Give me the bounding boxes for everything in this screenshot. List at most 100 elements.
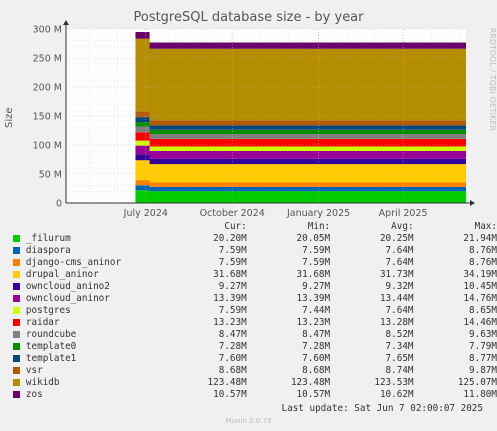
- legend-row: owncloud_aninor 13.39M 13.39M 13.44M 14.76M: [8, 293, 497, 305]
- legend-row: django-cms_aninor 7.59M 7.59M 7.64M 8.76M: [8, 257, 497, 269]
- legend-swatch: [8, 281, 26, 293]
- area-owncloud_anino2: [135, 154, 467, 165]
- legend-cur-value: 8.47M: [218, 329, 247, 340]
- legend-cur-value: 7.59M: [218, 257, 247, 268]
- munin-version: Munin 2.0.73: [225, 417, 272, 425]
- legend-swatch: [8, 353, 26, 365]
- chart-plot: 0 50 M 100 M 150 M 200 M 250 M 300 M July 2024 O…: [33, 20, 475, 219]
- legend-row: template1 7.60M 7.60M 7.65M 8.77M: [8, 353, 497, 365]
- legend-row: raidar 13.23M 13.23M 13.28M 14.46M: [8, 317, 497, 329]
- legend-avg-value: 13.44M: [379, 293, 414, 304]
- legend-row: roundcube 8.47M 8.47M 8.52M 9.63M: [8, 329, 497, 341]
- area-zos: [135, 31, 467, 49]
- legend-series-name: django-cms_aninor: [25, 257, 122, 268]
- legend-swatch: [8, 317, 26, 329]
- legend-header-min: Min:: [307, 221, 331, 232]
- area-wikidb: [135, 38, 467, 121]
- legend-series-name: _filurum: [25, 233, 71, 244]
- rrdtool-credit: RRDTOOL / TOBI OETIKER: [488, 28, 497, 132]
- legend-max-value: 8.77M: [469, 353, 497, 364]
- legend-min-value: 13.39M: [296, 293, 331, 304]
- legend-cur-value: 31.68M: [213, 269, 247, 280]
- x-axis-arrow: [470, 200, 475, 206]
- legend-cur-value: 13.39M: [213, 293, 247, 304]
- legend-min-value: 31.68M: [296, 269, 331, 280]
- legend-color-swatch: [13, 367, 20, 374]
- y-axis-arrow: [63, 20, 69, 25]
- legend-min-value: 7.28M: [302, 341, 331, 352]
- y-tick-label: 300 M: [33, 25, 62, 36]
- legend-max-value: 11.80M: [463, 389, 497, 400]
- legend-series-name: raidar: [25, 317, 60, 328]
- legend-avg-value: 7.65M: [385, 353, 414, 364]
- y-tick-label: 100 M: [33, 141, 62, 152]
- legend-avg-value: 7.64M: [385, 305, 414, 316]
- legend-color-swatch: [13, 259, 20, 266]
- legend-avg-value: 123.53M: [374, 377, 414, 388]
- legend-max-value: 8.65M: [469, 305, 497, 316]
- legend-max-value: 34.19M: [463, 269, 497, 280]
- legend-swatch: [8, 257, 26, 269]
- legend-min-value: 13.23M: [296, 317, 331, 328]
- x-tick-label: October 2024: [200, 208, 265, 219]
- legend-min-value: 20.05M: [296, 233, 331, 244]
- legend-min-value: 7.44M: [302, 305, 331, 316]
- legend-avg-value: 8.52M: [385, 329, 414, 340]
- legend-swatch: [8, 305, 26, 317]
- area-roundcube: [135, 126, 467, 139]
- legend-min-value: 7.59M: [302, 245, 331, 256]
- legend-row: template0 7.28M 7.28M 7.34M 7.79M: [8, 341, 497, 353]
- legend-avg-value: 7.64M: [385, 245, 414, 256]
- legend-avg-value: 13.28M: [379, 317, 414, 328]
- legend-max-value: 125.07M: [457, 377, 497, 388]
- legend-swatch: [8, 341, 26, 353]
- last-update: Last update: Sat Jun 7 02:00:07 2025: [281, 403, 484, 414]
- x-tick-label: April 2025: [379, 208, 428, 219]
- legend-swatch: [8, 269, 26, 281]
- legend-max-value: 9.63M: [469, 329, 497, 340]
- legend-max-value: 14.76M: [463, 293, 497, 304]
- legend-color-swatch: [13, 271, 20, 278]
- legend-cur-value: 8.68M: [218, 365, 247, 376]
- legend-series-name: owncloud_aninor: [25, 293, 110, 304]
- area-owncloud_aninor: [135, 145, 467, 159]
- legend-max-value: 8.76M: [469, 257, 497, 268]
- area-vsr: [135, 111, 467, 126]
- y-tick-label: 250 M: [33, 54, 62, 65]
- legend-max-value: 7.79M: [469, 341, 497, 352]
- legend-series-name: owncloud_anino2: [25, 281, 110, 292]
- legend-series-name: template0: [25, 341, 77, 352]
- legend-color-swatch: [13, 343, 20, 350]
- y-tick-label: 0: [56, 199, 62, 210]
- legend-swatch: [8, 245, 26, 257]
- legend-min-value: 8.47M: [302, 329, 331, 340]
- legend-avg-value: 8.74M: [385, 365, 414, 376]
- legend-color-swatch: [13, 331, 20, 338]
- area-raidar: [135, 132, 467, 147]
- legend-cur-value: 123.48M: [207, 377, 247, 388]
- area-drupal_aninor: [135, 160, 467, 183]
- legend-series-name: postgres: [25, 305, 71, 316]
- legend-color-swatch: [13, 235, 20, 242]
- legend-cur-value: 9.27M: [218, 281, 247, 292]
- legend-avg-value: 7.64M: [385, 257, 414, 268]
- legend-series-name: diaspora: [25, 245, 71, 256]
- legend-header-row: Cur: Min: Avg: Max:: [8, 221, 497, 233]
- legend-min-value: 9.27M: [302, 281, 331, 292]
- y-tick-label: 50 M: [39, 170, 62, 181]
- legend-row: zos 10.57M 10.57M 10.62M 11.80M: [8, 389, 497, 401]
- legend-avg-value: 9.32M: [385, 281, 414, 292]
- legend-header-max: Max:: [474, 221, 497, 232]
- legend-min-value: 10.57M: [296, 389, 331, 400]
- legend-min-value: 8.68M: [302, 365, 331, 376]
- legend-color-swatch: [13, 391, 20, 398]
- area-_filurum: [135, 190, 467, 203]
- area-template0: [135, 122, 467, 134]
- legend-table: Cur: Min: Avg: Max: _filurum 20.20M 20.05M…: [8, 221, 497, 401]
- legend-color-swatch: [13, 295, 20, 302]
- area-postgres: [135, 140, 467, 151]
- legend-max-value: 8.76M: [469, 245, 497, 256]
- legend-row: postgres 7.59M 7.44M 7.64M 8.65M: [8, 305, 497, 317]
- legend-header-cur: Cur:: [224, 221, 247, 232]
- area-template1: [135, 117, 467, 130]
